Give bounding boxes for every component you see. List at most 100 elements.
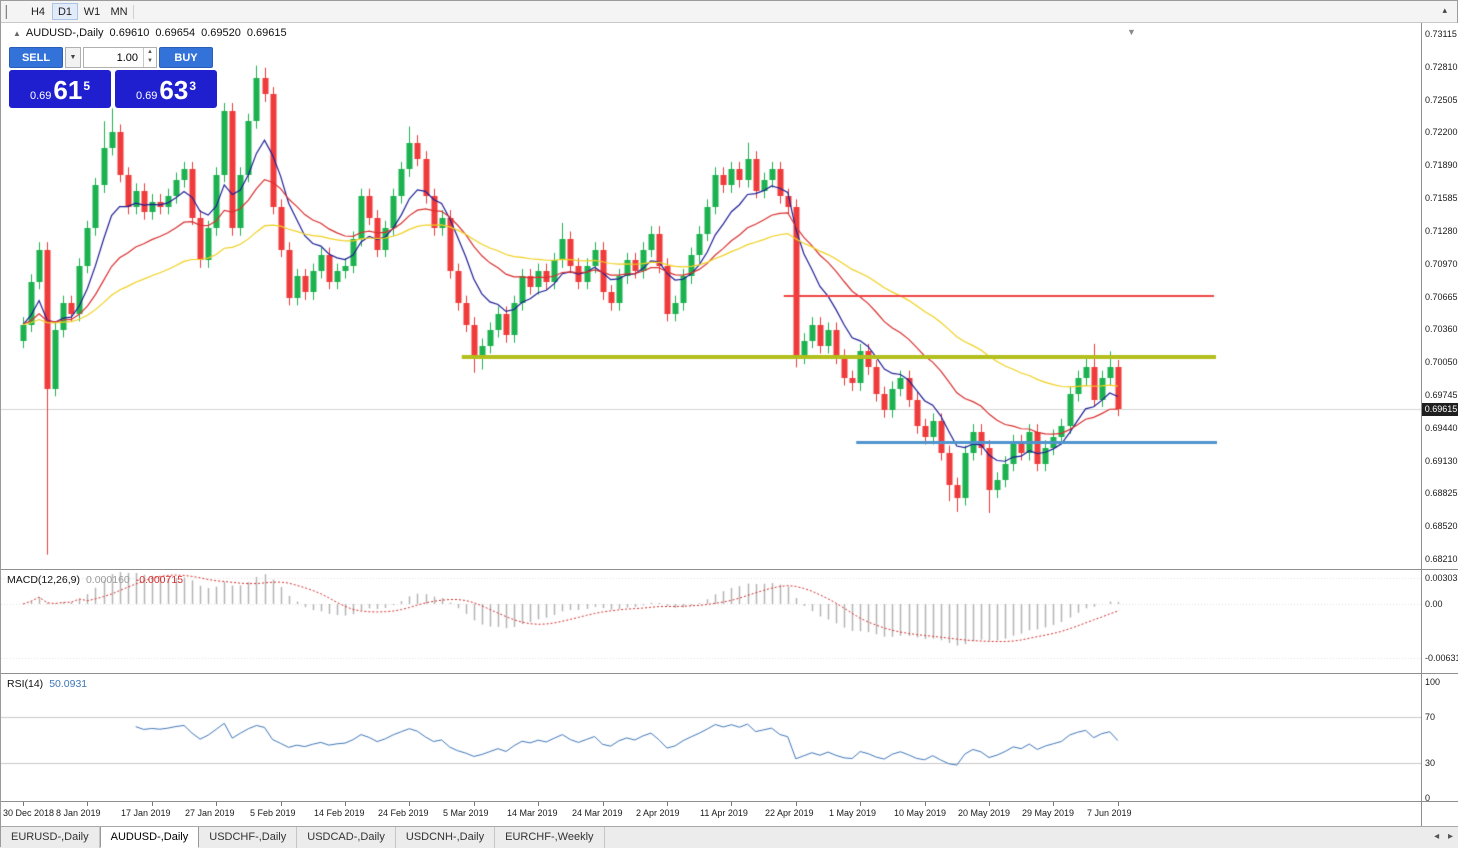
buy-price-pip-digit: 3 (189, 79, 197, 93)
rsi-indicator-canvas[interactable] (1, 674, 1421, 801)
time-axis-label: 5 Feb 2019 (250, 808, 296, 818)
time-axis-label: 14 Feb 2019 (314, 808, 365, 818)
macd-scale-label: 0.003035 (1425, 573, 1458, 583)
buy-price-big-digits: 63 (159, 75, 189, 105)
ohlc-low: 0.69520 (201, 27, 241, 39)
price-scale-label: 0.68210 (1425, 554, 1458, 564)
sell-price-display[interactable]: 0.69 61 5 (9, 70, 111, 108)
chart-workspace: ▲ AUDUSD-,Daily 0.69610 0.69654 0.69520 0.696… (1, 23, 1458, 826)
spin-down-icon[interactable]: ▼ (147, 58, 153, 64)
price-scale-label: 0.71280 (1425, 225, 1458, 236)
volume-dropdown-icon[interactable]: ▼ (65, 47, 81, 68)
timeframe-toolbar: H4 D1 W1 MN ▴ (1, 1, 1457, 23)
tab-audusd-daily[interactable]: AUDUSD-,Daily (99, 827, 200, 848)
time-axis-label: 29 May 2019 (1022, 808, 1075, 818)
time-axis-tick (409, 802, 410, 806)
macd-value: 0.000160 (85, 574, 130, 586)
price-scale-label: 0.68520 (1425, 521, 1458, 532)
sell-price-prefix: 0.69 (29, 90, 52, 102)
price-scale-label: 0.68825 (1425, 488, 1458, 499)
macd-signal-value: -0.000715 (135, 574, 184, 586)
time-axis-tick (87, 802, 88, 806)
toolbar-overflow-icon[interactable]: ▴ (1442, 5, 1447, 15)
one-click-trading-panel: SELL ▼ ▲ ▼ BUY 0.69 61 5 0.6 (9, 47, 217, 108)
time-axis-tick (925, 802, 926, 806)
rsi-scale-label: 100 (1425, 677, 1441, 687)
macd-label: MACD(12,26,9) 0.000160 -0.000715 (7, 574, 183, 586)
pane-separator[interactable] (1, 673, 1458, 674)
time-axis-tick (860, 802, 861, 806)
tab-usdcnh-daily[interactable]: USDCNH-,Daily (396, 827, 496, 848)
sell-button[interactable]: SELL (9, 47, 63, 68)
ohlc-open: 0.69610 (109, 27, 150, 39)
time-axis-tick (23, 802, 24, 806)
tab-usdcad-daily[interactable]: USDCAD-,Daily (297, 827, 396, 848)
price-scale[interactable]: 0.73115 0.72810 0.72505 0.72200 0.71890 0.715… (1421, 23, 1458, 826)
toolbar-divider (133, 5, 134, 19)
timeframe-button-mn[interactable]: MN (110, 6, 128, 18)
tab-eurusd-daily[interactable]: EURUSD-,Daily (1, 827, 100, 848)
time-axis-label: 17 Jan 2019 (121, 808, 171, 818)
time-axis-label: 8 Jan 2019 (56, 808, 101, 818)
price-scale-label: 0.71585 (1425, 193, 1458, 204)
time-axis-tick (538, 802, 539, 806)
volume-field-wrapper: ▲ ▼ (83, 47, 157, 68)
toolbar-grip[interactable] (5, 5, 8, 19)
rsi-scale-label: 0 (1425, 793, 1431, 803)
time-axis-tick (731, 802, 732, 806)
time-axis-label: 10 May 2019 (894, 808, 947, 818)
spin-up-icon[interactable]: ▲ (147, 49, 153, 55)
buy-button[interactable]: BUY (159, 47, 213, 68)
price-scale-label: 0.70970 (1425, 258, 1458, 269)
time-axis-separator (1, 801, 1458, 802)
time-axis-label: 30 Dec 2018 (3, 808, 55, 818)
time-axis-label: 27 Jan 2019 (185, 808, 235, 818)
time-axis-label: 22 Apr 2019 (765, 808, 814, 818)
time-axis-label: 1 May 2019 (829, 808, 877, 818)
time-axis-label: 2 Apr 2019 (636, 808, 680, 818)
sell-price-big-digits: 61 (53, 75, 83, 105)
tab-usdchf-daily[interactable]: USDCHF-,Daily (199, 827, 298, 848)
price-chart-canvas[interactable] (1, 23, 1421, 569)
buy-price-display[interactable]: 0.69 63 3 (115, 70, 217, 108)
time-axis-tick (796, 802, 797, 806)
tab-scroll-arrows: ◂ ▸ (1428, 831, 1453, 842)
timeframe-button-w1[interactable]: W1 (83, 6, 101, 18)
chart-symbol-title: AUDUSD-,Daily (25, 27, 104, 39)
time-axis-tick (1053, 802, 1054, 806)
price-scale-label: 0.71890 (1425, 160, 1458, 171)
time-axis-label: 11 Apr 2019 (700, 808, 748, 818)
ohlc-high: 0.69654 (155, 27, 196, 39)
timeframe-button-h4[interactable]: H4 (30, 6, 46, 18)
time-axis-label: 5 Mar 2019 (443, 808, 489, 818)
price-scale-label: 0.72200 (1425, 127, 1458, 138)
price-scale-label: 0.73115 (1425, 29, 1457, 39)
time-axis-tick (345, 802, 346, 806)
tab-scroll-right-icon[interactable]: ▸ (1447, 831, 1453, 842)
price-scale-label: 0.72505 (1425, 94, 1458, 105)
tab-eurchf-weekly[interactable]: EURCHF-,Weekly (495, 827, 605, 848)
time-axis-label: 24 Mar 2019 (572, 808, 623, 818)
price-scale-label: 0.70360 (1425, 324, 1458, 335)
timeframe-button-d1[interactable]: D1 (52, 3, 78, 20)
time-axis-tick (1118, 802, 1119, 806)
time-axis-tick (989, 802, 990, 806)
price-scale-label: 0.70050 (1425, 357, 1458, 368)
price-scale-label: 0.69440 (1425, 422, 1458, 433)
one-click-collapse-icon[interactable]: ▲ (13, 29, 21, 38)
rsi-name: RSI(14) (7, 678, 44, 690)
macd-scale-label: 0.00 (1425, 599, 1443, 609)
macd-indicator-canvas[interactable] (1, 570, 1421, 673)
chart-tab-bar: EURUSD-,Daily AUDUSD-,Daily USDCHF-,Daily U… (1, 826, 1458, 848)
rsi-scale-label: 30 (1425, 758, 1436, 768)
buy-price-prefix: 0.69 (135, 90, 158, 102)
volume-input[interactable] (84, 48, 142, 67)
rsi-scale-label: 70 (1425, 712, 1436, 722)
volume-spinner[interactable]: ▲ ▼ (143, 48, 156, 67)
time-axis-tick (667, 802, 668, 806)
time-axis[interactable]: 30 Dec 2018 8 Jan 2019 17 Jan 2019 27 Jan 2… (1, 802, 1421, 826)
pane-separator[interactable] (1, 569, 1458, 570)
tab-scroll-left-icon[interactable]: ◂ (1434, 831, 1440, 842)
time-axis-tick (474, 802, 475, 806)
